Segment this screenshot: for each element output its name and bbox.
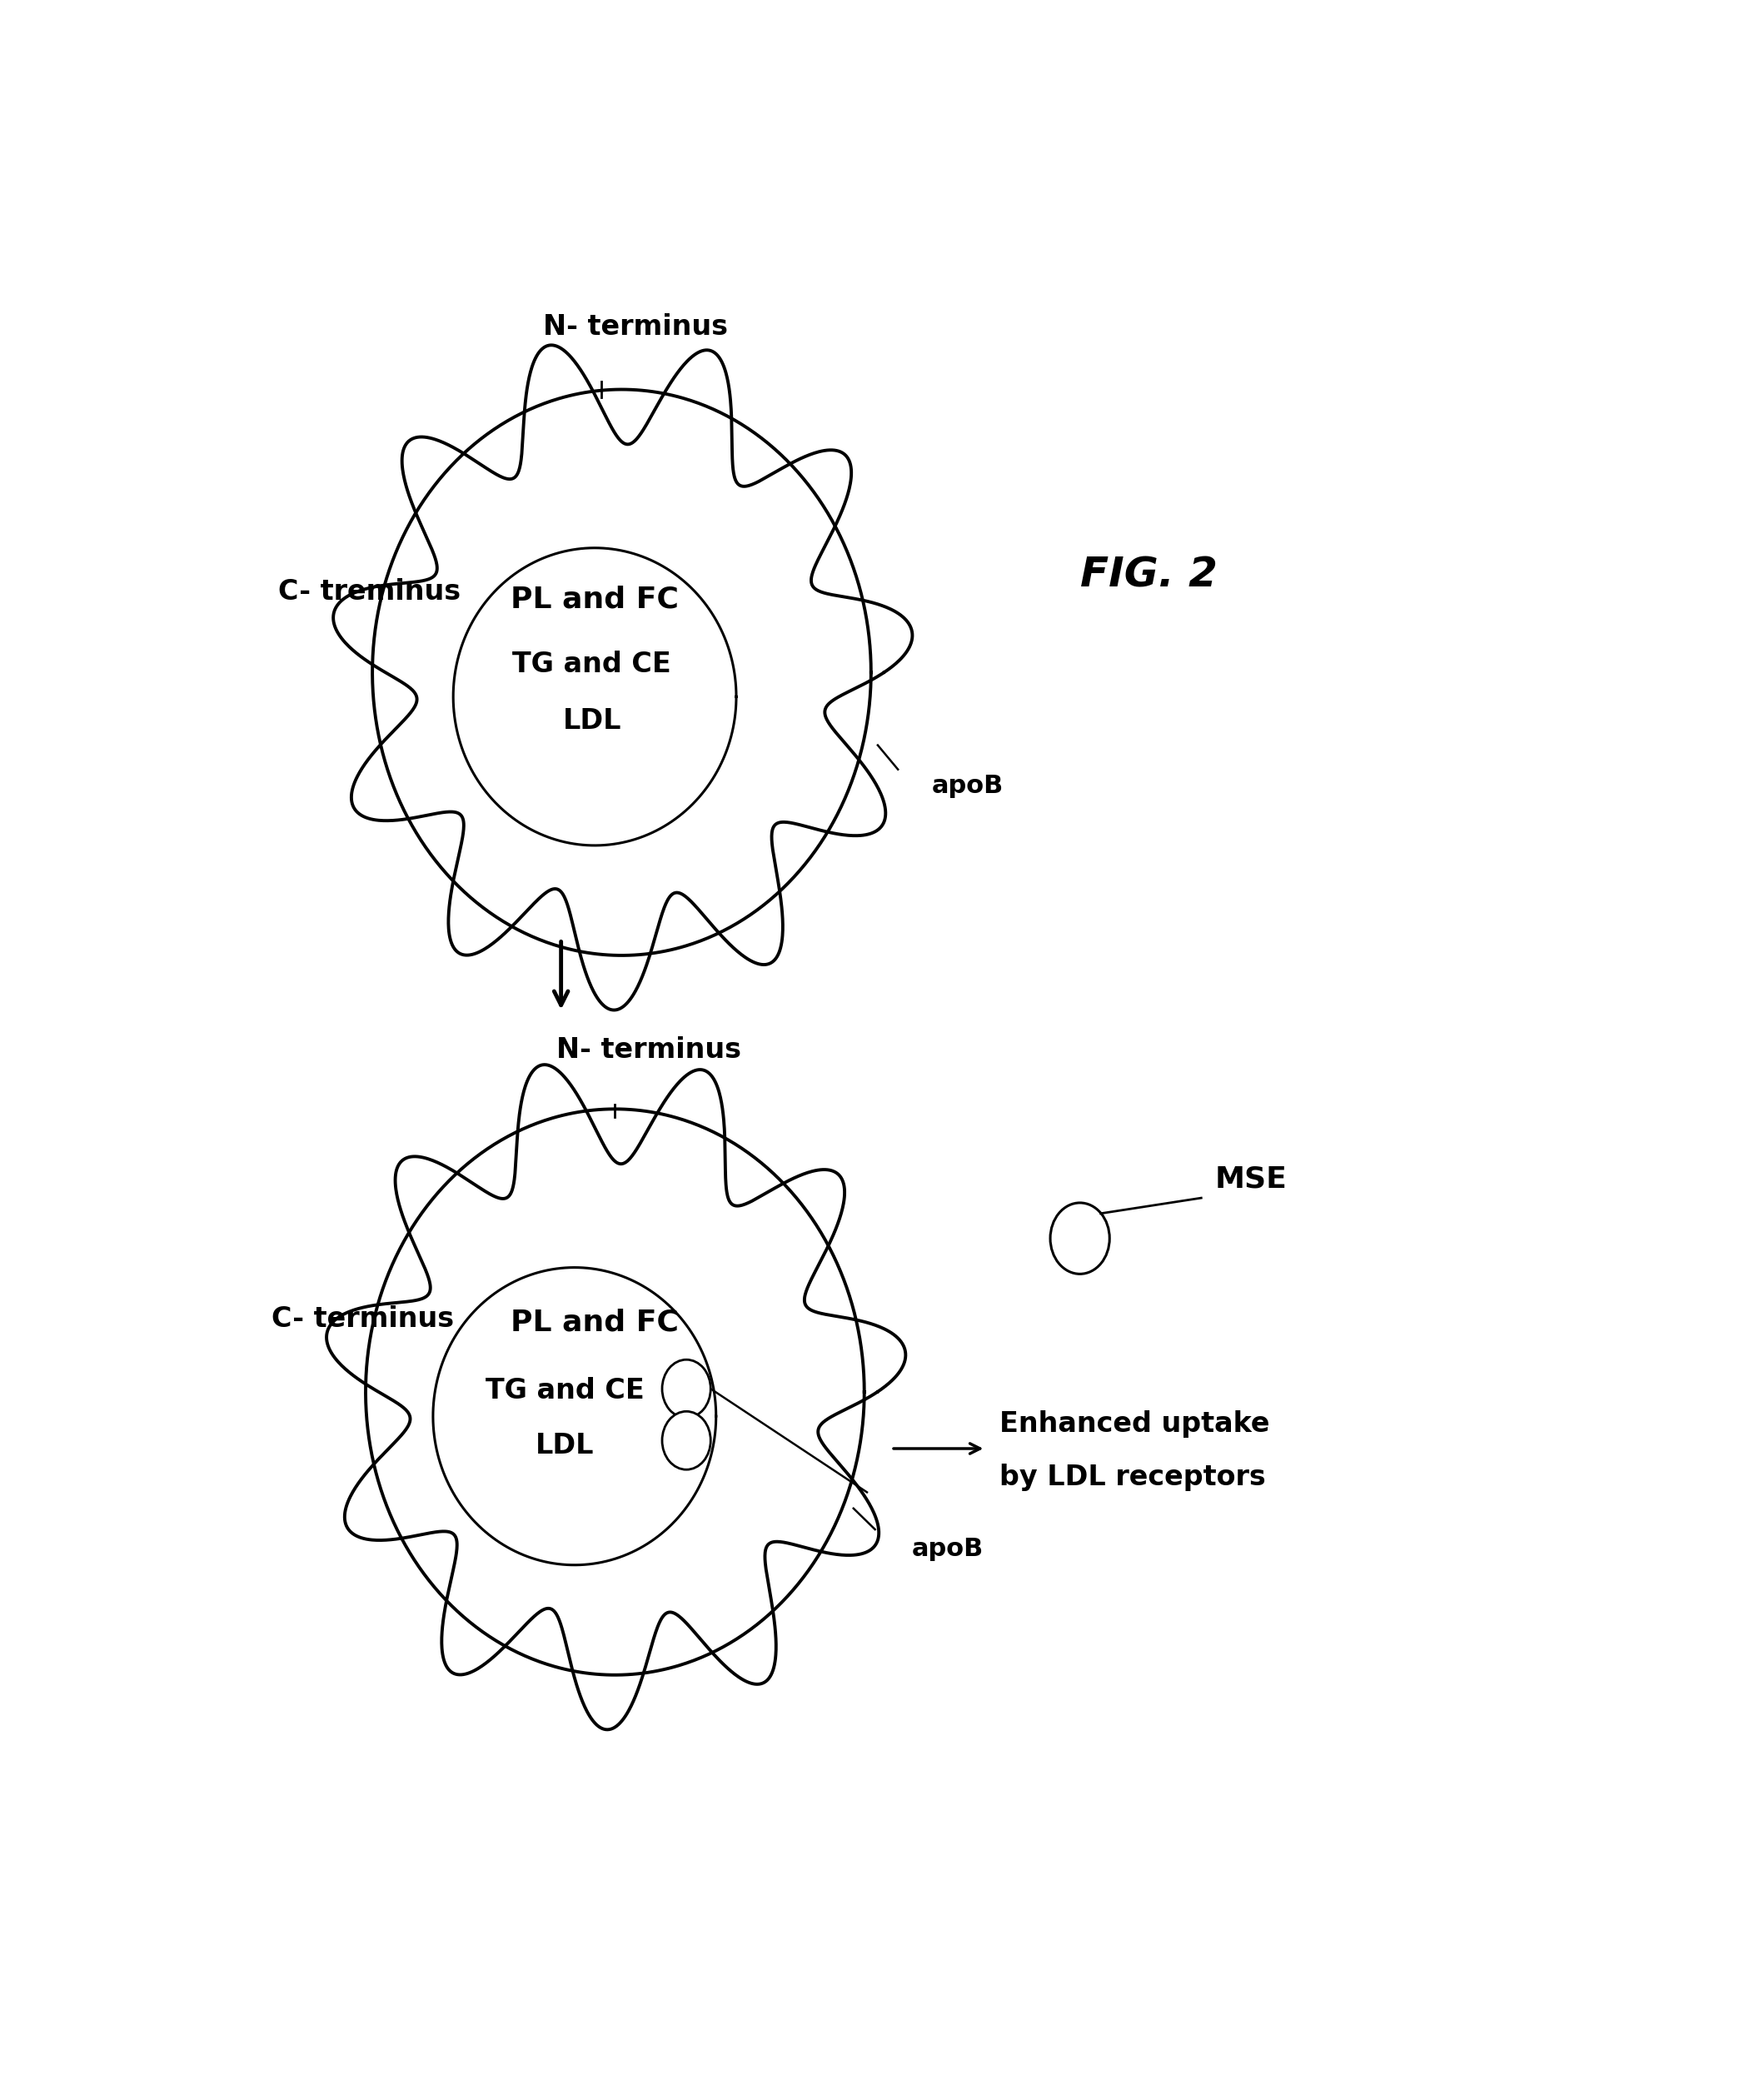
Text: MSE: MSE bbox=[1214, 1166, 1287, 1193]
Text: PL and FC: PL and FC bbox=[511, 1308, 678, 1336]
Text: TG and CE: TG and CE bbox=[485, 1378, 645, 1405]
Circle shape bbox=[663, 1359, 711, 1418]
Circle shape bbox=[1050, 1203, 1109, 1275]
Text: LDL: LDL bbox=[536, 1432, 595, 1459]
Text: N- terminus: N- terminus bbox=[543, 313, 727, 340]
Text: Enhanced uptake: Enhanced uptake bbox=[998, 1411, 1269, 1439]
Text: FIG. 2: FIG. 2 bbox=[1080, 554, 1217, 596]
Text: TG and CE: TG and CE bbox=[513, 651, 671, 678]
Text: by LDL receptors: by LDL receptors bbox=[998, 1464, 1266, 1491]
Text: N- terminus: N- terminus bbox=[556, 1035, 741, 1065]
Text: apoB: apoB bbox=[911, 1537, 983, 1560]
Text: C- terminus: C- terminus bbox=[271, 1306, 454, 1334]
Circle shape bbox=[663, 1411, 711, 1470]
Text: LDL: LDL bbox=[563, 708, 621, 735]
Text: apoB: apoB bbox=[932, 773, 1003, 798]
Text: PL and FC: PL and FC bbox=[511, 586, 678, 613]
Text: C- treminus: C- treminus bbox=[278, 578, 461, 605]
